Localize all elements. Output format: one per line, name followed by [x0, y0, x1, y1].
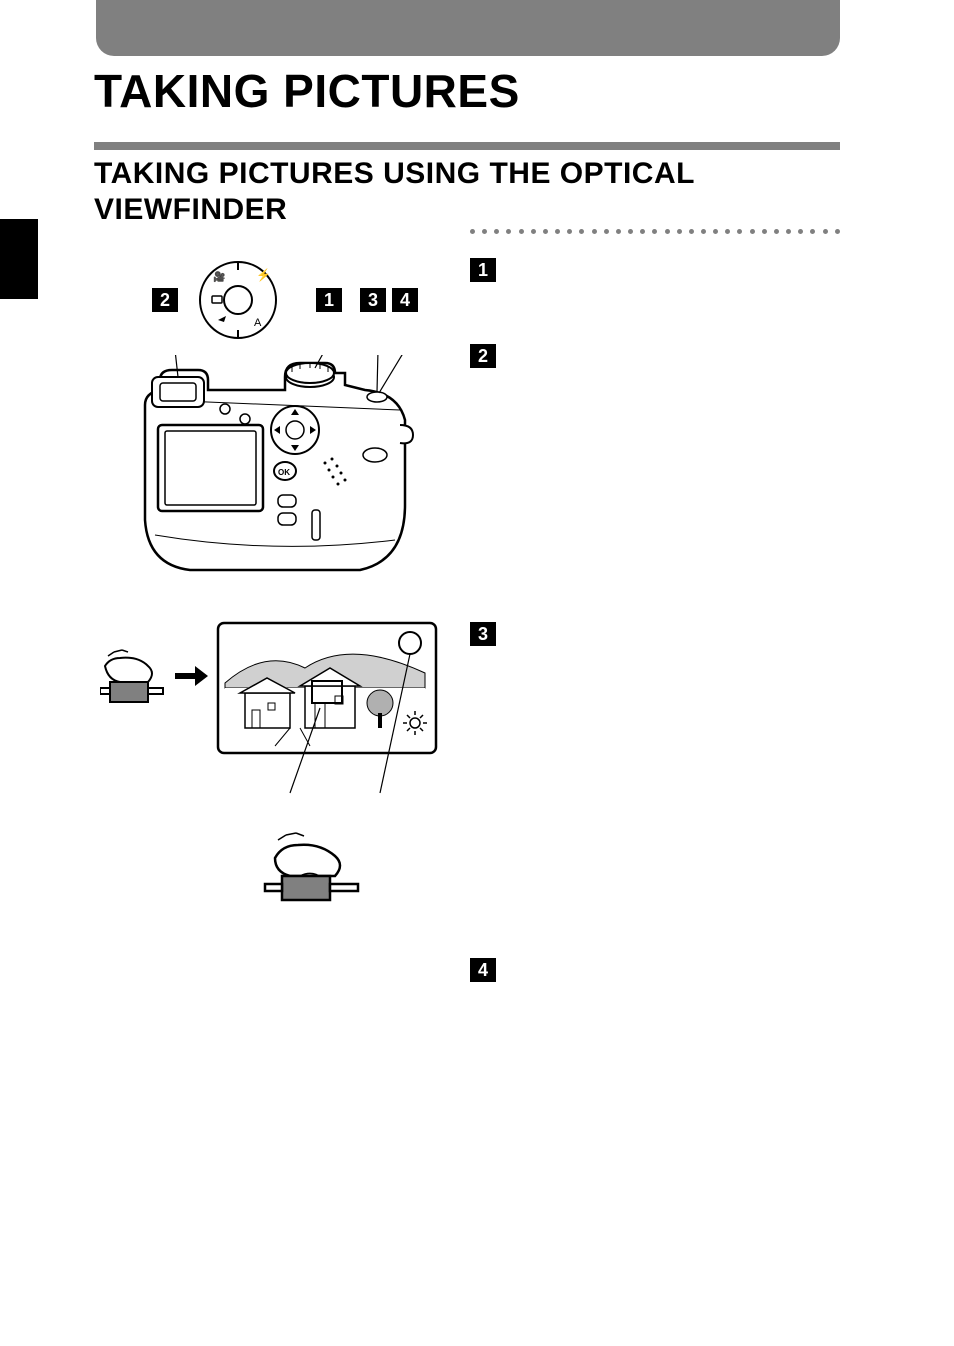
- camera-body-icon: OK: [130, 355, 430, 585]
- step-1-marker: 1: [470, 258, 496, 282]
- step-2-marker: 2: [470, 344, 496, 368]
- hand-full-press-icon: [260, 830, 370, 910]
- side-tab: [0, 219, 38, 299]
- header-bar: [96, 0, 840, 56]
- step-4-marker: 4: [470, 958, 496, 982]
- page-title: TAKING PICTURES: [94, 64, 520, 118]
- svg-text:OK: OK: [278, 468, 290, 477]
- svg-text:A: A: [254, 317, 262, 329]
- step-3-marker: 3: [470, 622, 496, 646]
- callout-2: 2: [152, 288, 178, 312]
- subtitle-underline: [94, 142, 840, 150]
- callout-3: 3: [360, 288, 386, 312]
- subtitle-section: TAKING PICTURES USING THE OPTICAL VIEWFI…: [94, 142, 840, 228]
- subtitle-text: TAKING PICTURES USING THE OPTICAL VIEWFI…: [94, 156, 840, 228]
- svg-text:🎥: 🎥: [213, 270, 225, 283]
- dotted-separator: [470, 229, 840, 233]
- svg-text:⚡: ⚡: [256, 268, 271, 282]
- callout-1: 1: [316, 288, 342, 312]
- callout-4: 4: [392, 288, 418, 312]
- mode-dial-icon: ⚡ 🎥 A: [198, 260, 278, 340]
- viewfinder-diagram: [100, 618, 440, 798]
